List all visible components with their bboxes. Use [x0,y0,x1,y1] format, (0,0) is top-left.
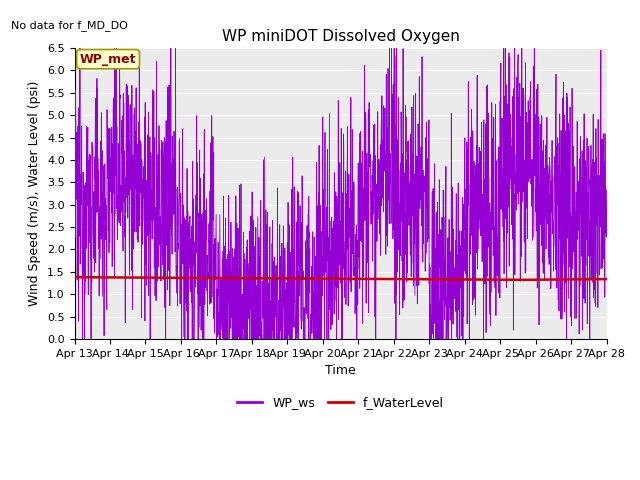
Legend: WP_ws, f_WaterLevel: WP_ws, f_WaterLevel [232,391,449,414]
X-axis label: Time: Time [325,364,356,377]
Text: No data for f_MD_DO: No data for f_MD_DO [11,20,127,31]
Title: WP miniDOT Dissolved Oxygen: WP miniDOT Dissolved Oxygen [221,29,460,44]
Text: WP_met: WP_met [80,53,136,66]
Y-axis label: Wind Speed (m/s), Water Level (psi): Wind Speed (m/s), Water Level (psi) [29,81,42,306]
